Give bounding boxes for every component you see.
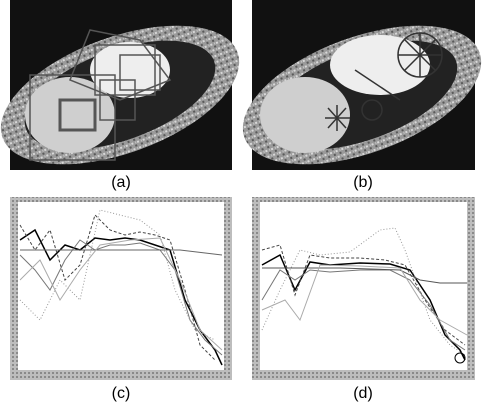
panel-label: (c) [112,385,131,402]
panel-label: (d) [353,385,373,402]
plot-d [252,197,475,380]
panel-label: (b) [353,174,373,191]
figure: (a) (b) (c) (d) [0,0,485,405]
plot-c [10,197,232,380]
image-a [0,0,257,192]
image-b [225,0,485,192]
panel-label: (a) [111,174,131,191]
